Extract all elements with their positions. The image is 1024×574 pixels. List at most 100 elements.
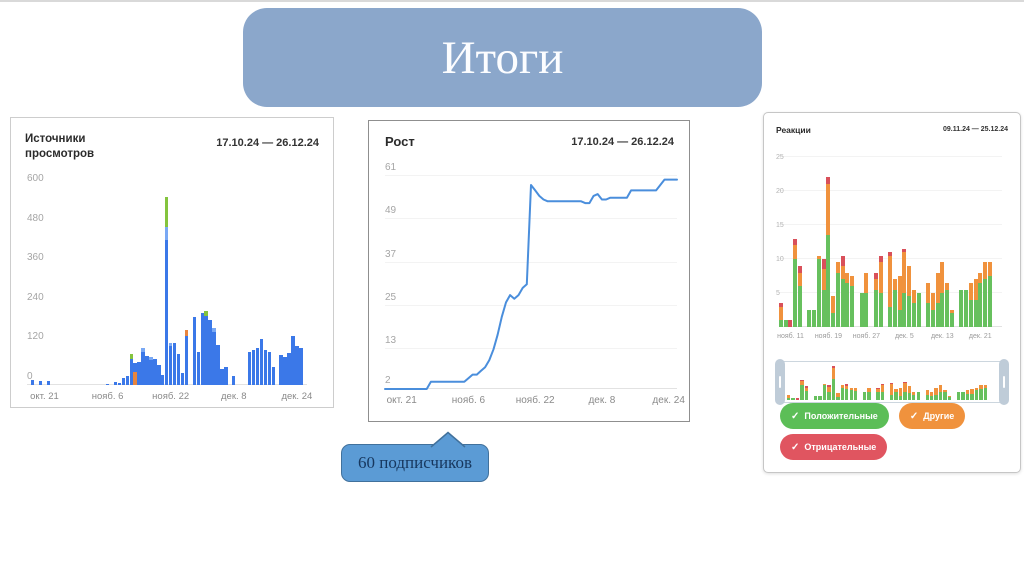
bar-segment-r: [876, 387, 880, 390]
callout-text: 60 подписчиков: [358, 453, 472, 472]
minimap-left-handle[interactable]: [775, 359, 785, 405]
bar-segment-g: [787, 398, 791, 400]
legend-positive-button[interactable]: ✓ Положительные: [780, 403, 889, 429]
reactions-legend: ✓ Положительные ✓ Другие ✓ Отрицательные: [780, 403, 995, 460]
bar: [299, 348, 303, 385]
bar: [30, 379, 35, 385]
bar-segment-o: [840, 265, 845, 280]
bar-segment-b: [295, 346, 299, 385]
bar-segment-o: [867, 387, 871, 393]
bar-segment-b: [113, 382, 118, 385]
reactions-plot-area: 25 20 15 10 5 нояб. 11 нояб. 19 нояб. 27 дек. 5 д…: [776, 154, 1002, 340]
bar-segment-g: [888, 306, 893, 327]
views-chart-panel: Источники просмотров 17.10.24 — 26.12.24…: [10, 117, 334, 408]
x-tick-label: дек. 8: [220, 391, 247, 402]
bar-segment-g: [826, 235, 831, 327]
bar: [876, 387, 880, 400]
bar-segment-b: [271, 366, 275, 385]
bar-segment-r: [902, 248, 907, 253]
bar-segment-b: [121, 378, 126, 385]
bar: [208, 319, 212, 385]
bar-segment-b: [255, 348, 260, 385]
bar-segment-g: [165, 196, 169, 227]
bar: [854, 388, 858, 400]
legend-negative-button[interactable]: ✓ Отрицательные: [780, 434, 888, 460]
bar: [149, 356, 153, 385]
bar-segment-b: [172, 342, 177, 385]
reactions-minimap[interactable]: [775, 359, 1009, 405]
bar: [216, 345, 220, 385]
bar: [940, 262, 945, 327]
bar-segment-r: [826, 177, 831, 185]
bar-segment-o: [930, 293, 935, 310]
bar-segment-b: [279, 355, 283, 385]
check-icon: ✓: [791, 441, 800, 453]
bar: [251, 350, 256, 385]
legend-other-button[interactable]: ✓ Другие: [898, 403, 966, 429]
bar-segment-lb: [212, 327, 216, 332]
bar-segment-o: [864, 272, 869, 293]
bar-segment-o: [940, 262, 945, 293]
bar-segment-lb: [165, 226, 169, 240]
bar: [897, 276, 902, 327]
bar: [836, 393, 840, 400]
bar-segment-o: [787, 395, 791, 399]
bar-segment-b: [247, 352, 252, 385]
bar: [263, 350, 267, 385]
bar: [788, 320, 793, 327]
bar-segment-g: [970, 393, 974, 400]
bar: [779, 303, 783, 327]
bar-segment-b: [263, 350, 267, 385]
y-tick-label: 13: [385, 335, 397, 347]
bar: [791, 398, 795, 400]
bar-segment-b: [184, 336, 189, 385]
y-tick-label: 15: [776, 222, 784, 229]
bar-segment-o: [849, 387, 853, 390]
bar-segment-g: [925, 394, 929, 400]
reactions-chart-header: Реакции 09.11.24 — 25.12.24: [764, 113, 1020, 135]
bar-segment-o: [911, 289, 916, 304]
bar-segment-g: [867, 392, 871, 400]
views-plot-area: 600 480 360 240 120 0 окт. 21 нояб. 6 нояб. 22 де…: [27, 173, 312, 402]
bar-segment-o: [133, 371, 137, 385]
x-tick-label: дек. 5: [894, 333, 914, 340]
bar: [291, 336, 295, 385]
bar-segment-g: [816, 259, 821, 327]
bar-segment-g: [965, 393, 970, 400]
bar: [926, 282, 931, 327]
bar: [902, 248, 907, 327]
bar: [818, 396, 822, 400]
bar: [137, 361, 141, 385]
bar-segment-g: [791, 398, 795, 400]
reactions-chart-panel: Реакции 09.11.24 — 25.12.24 25 20 15 10 5 ноя…: [763, 112, 1021, 473]
bar-segment-r: [889, 383, 894, 384]
bar-segment-g: [878, 293, 883, 327]
bar: [295, 346, 299, 385]
legend-button-label: Отрицательные: [804, 442, 877, 452]
bar-segment-g: [793, 259, 798, 327]
x-tick-label: дек. 24: [652, 395, 685, 406]
x-tick-label: нояб. 22: [152, 391, 190, 402]
bar-segment-b: [157, 365, 161, 385]
bar-segment-o: [912, 391, 916, 395]
bar: [204, 311, 208, 385]
bar-segment-g: [864, 293, 869, 327]
minimap-right-handle[interactable]: [999, 359, 1009, 405]
y-tick-label: 20: [776, 188, 784, 195]
bar: [880, 383, 885, 400]
bar-segment-g: [892, 289, 897, 327]
bar-segment-b: [220, 368, 224, 385]
bar-segment-o: [947, 396, 952, 397]
bar-segment-g: [783, 320, 788, 327]
bar-segment-g: [959, 289, 964, 327]
y-tick-label: 600: [27, 173, 44, 184]
y-tick-label: 120: [27, 331, 44, 343]
bar: [797, 265, 802, 327]
bar-segment-b: [165, 239, 169, 385]
bar: [945, 282, 950, 327]
bar: [916, 392, 920, 400]
bar: [911, 289, 916, 327]
gridline: [385, 304, 677, 306]
bar-segment-o: [892, 279, 897, 290]
x-tick-label: дек. 24: [281, 391, 313, 402]
